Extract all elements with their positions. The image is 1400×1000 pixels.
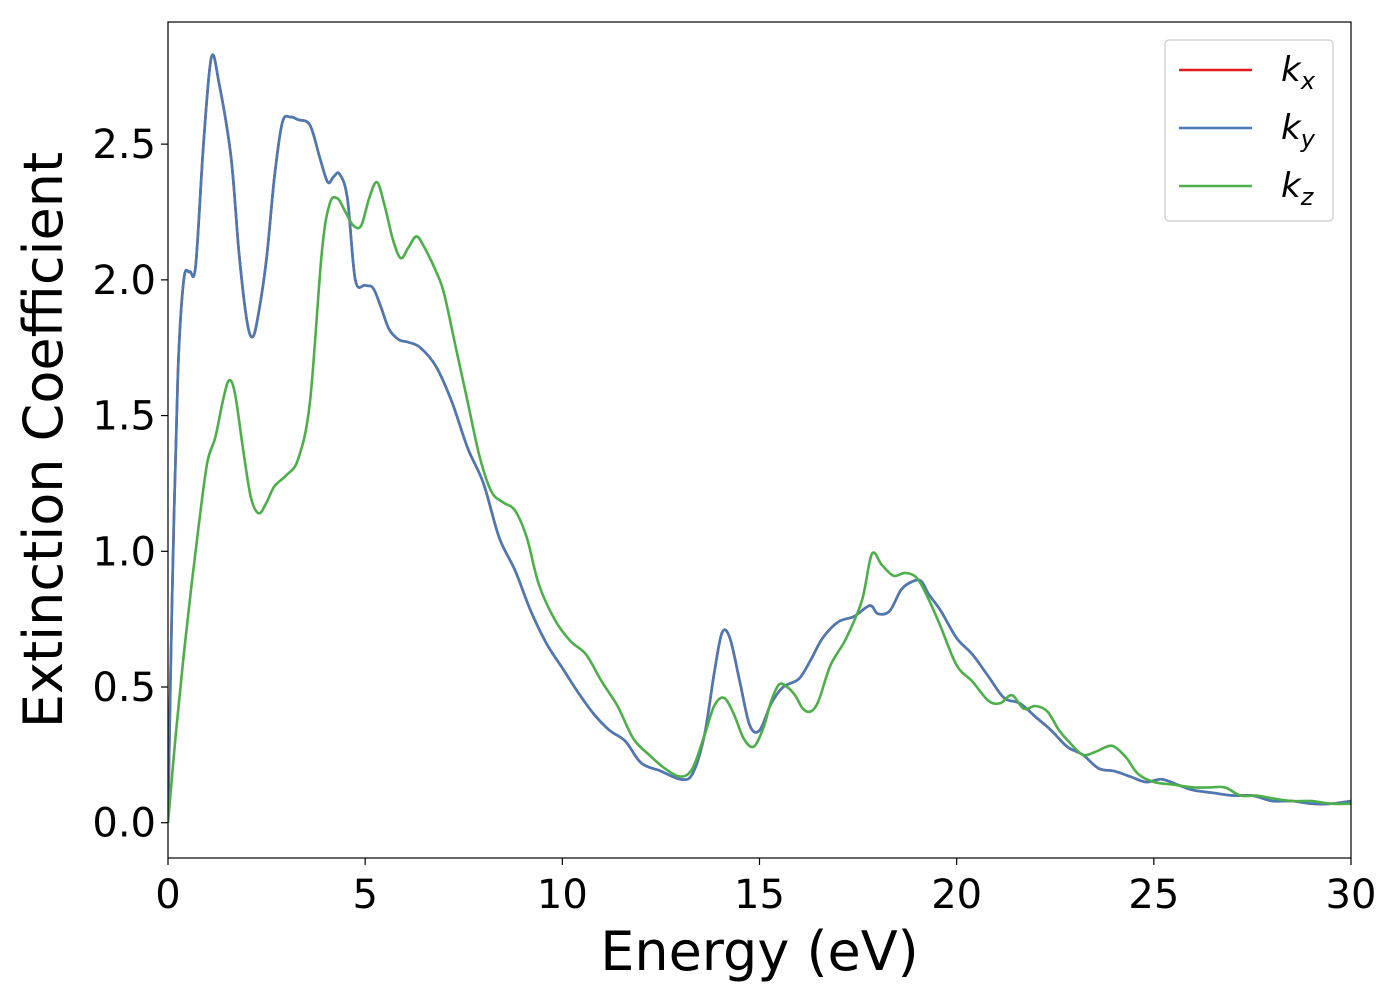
y-tick-label: 0.0 [92,801,156,847]
legend-label-sub: x [1300,67,1316,95]
y-tick-label: 2.0 [92,258,156,304]
y-tick-label: 2.5 [92,122,156,168]
legend-label-z: kz [1281,166,1315,211]
y-axis-ticks: 0.0 0.5 1.0 1.5 2.0 2.5 [92,122,168,847]
x-tick-label: 10 [537,872,588,918]
x-tick-label: 30 [1326,872,1377,918]
y-tick-label: 0.5 [92,665,156,711]
legend-label-main: k [1281,108,1302,148]
y-tick-label: 1.0 [92,529,156,575]
legend-label-main: k [1281,50,1302,90]
x-axis-ticks: 0 5 10 15 20 25 30 [155,858,1376,918]
x-axis-label: Energy (eV) [600,920,919,983]
legend-label-main: k [1281,166,1302,206]
x-tick-label: 5 [352,872,377,918]
legend-label-x: kx [1281,50,1316,95]
x-tick-label: 25 [1128,872,1179,918]
legend-label-y: ky [1281,108,1316,153]
series-line-y [168,53,1351,823]
legend-box [1164,39,1334,222]
y-tick-label: 1.5 [92,394,156,440]
series-layer [168,53,1351,823]
x-tick-label: 0 [155,872,180,918]
series-line-z [168,180,1351,823]
legend-label-sub: y [1300,125,1316,153]
legend-label-sub: z [1300,183,1315,211]
x-tick-label: 15 [734,872,785,918]
x-tick-label: 20 [931,872,982,918]
y-axis-label: Extinction Coefficient [12,152,75,728]
